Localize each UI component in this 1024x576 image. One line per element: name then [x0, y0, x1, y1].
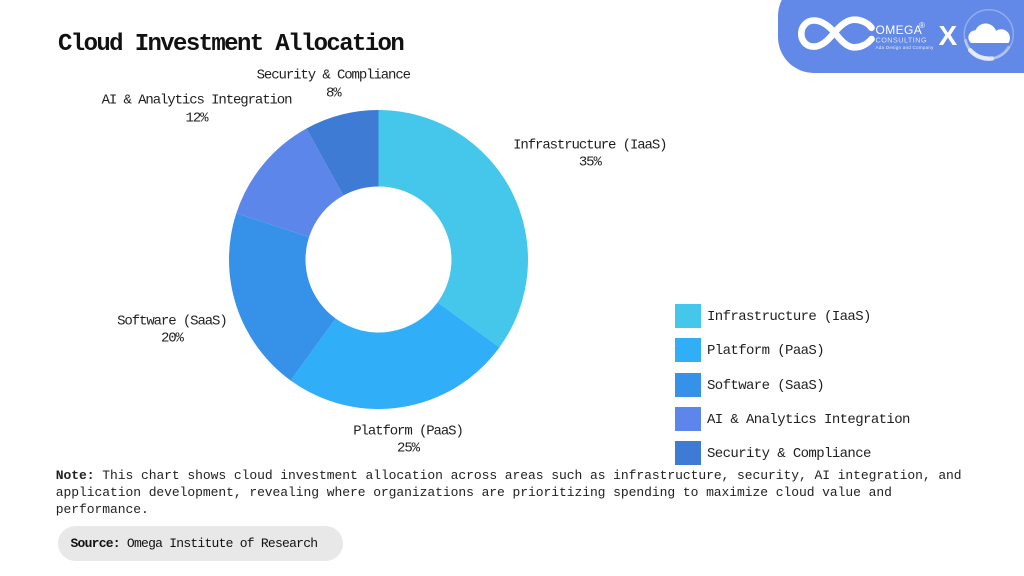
svg-text:X: X: [939, 20, 958, 51]
svg-text:OMEGA: OMEGA: [876, 23, 923, 37]
svg-text:CONSULTING: CONSULTING: [876, 36, 928, 45]
svg-text:Ada Design and Company: Ada Design and Company: [876, 45, 935, 50]
svg-text:®: ®: [919, 21, 925, 30]
